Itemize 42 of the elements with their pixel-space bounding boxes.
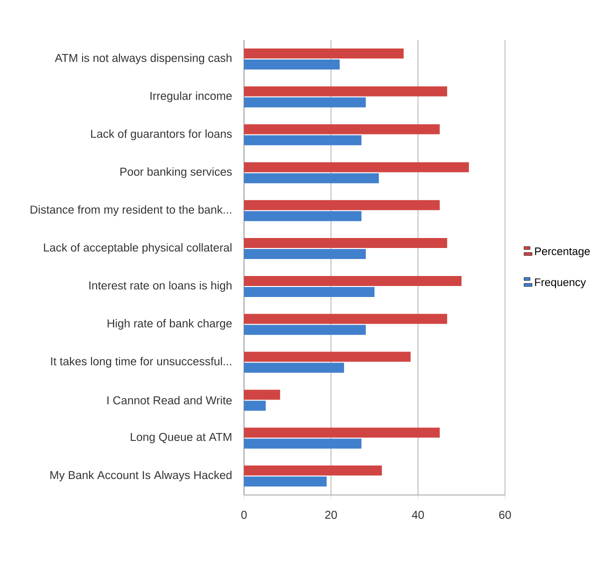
y-tick-label: It takes long time for unsuccessful...: [51, 356, 232, 368]
x-tick-label: 0: [241, 510, 247, 519]
x-tick-label: 40: [412, 510, 424, 519]
y-tick-label: Distance from my resident to the bank...: [30, 205, 232, 216]
y-tick-label: My Bank Account Is Always Hacked: [50, 470, 232, 482]
bar: [244, 86, 448, 96]
bar: [244, 249, 366, 260]
bar: [244, 59, 340, 70]
bar: [244, 324, 366, 335]
bar: [244, 238, 448, 248]
x-tick-label: 20: [325, 510, 337, 519]
y-tick-label: Interest rate on loans is high: [89, 281, 232, 292]
bar: [244, 276, 462, 286]
bar: [244, 314, 448, 324]
y-tick-label: I Cannot Read and Write: [107, 396, 232, 404]
bar: [244, 162, 469, 172]
bar: [244, 286, 375, 297]
bar: [244, 390, 280, 400]
bar: [244, 124, 440, 134]
y-tick-label: Long Queue at ATM: [130, 432, 232, 444]
bar: [244, 135, 362, 146]
y-tick-label: Poor banking services: [120, 167, 232, 178]
bar: [244, 400, 266, 411]
y-tick-label: Lack of acceptable physical collateral: [44, 243, 232, 254]
bar: [244, 97, 366, 108]
bar: [244, 428, 440, 438]
bar: [244, 173, 379, 184]
y-tick-label: Irregular income: [150, 92, 232, 102]
bar: [244, 362, 344, 373]
legend-label: Frequency: [535, 278, 586, 288]
bar: [244, 352, 411, 362]
y-tick-label: High rate of bank charge: [108, 319, 232, 330]
bar: [244, 200, 440, 210]
bar: [244, 48, 404, 58]
y-tick-label: ATM is not always dispensing cash: [54, 54, 232, 64]
bar: [244, 466, 382, 476]
bar: [244, 476, 327, 487]
y-tick-label: Lack of guarantors for loans: [91, 129, 232, 140]
bar: [244, 438, 362, 449]
bar: [244, 211, 362, 222]
legend-label: Percentage: [535, 248, 590, 258]
x-tick-label: 60: [499, 510, 511, 519]
